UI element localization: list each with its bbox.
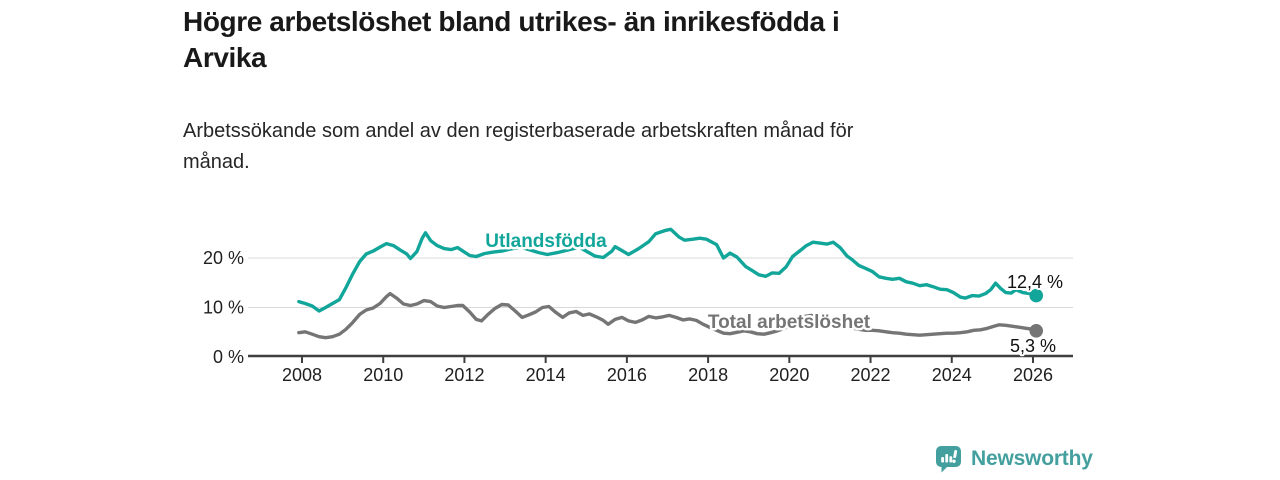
line-total: [297, 291, 1038, 340]
chart-subtitle: Arbetssökande som andel av den registerb…: [183, 116, 1063, 178]
x-tick-label: 2018: [688, 365, 728, 385]
series-label-utlandsfodda: Utlandsfödda: [485, 231, 607, 252]
x-tick-label: 2010: [363, 365, 403, 385]
y-tick-label: 0 %: [213, 347, 244, 367]
x-tick-label: 2008: [282, 365, 322, 385]
end-value-label-total: 5,3 %: [1010, 336, 1056, 356]
chart-subtitle-line-1: Arbetssökande som andel av den registerb…: [183, 120, 854, 142]
page-title-line-1: Högre arbetslöshet bland utrikes- än inr…: [183, 6, 840, 37]
end-value-label-utlandsfodda: 12,4 %: [1007, 272, 1063, 292]
newsworthy-logo-text: Newsworthy: [971, 447, 1093, 470]
x-tick-label: 2020: [769, 365, 809, 385]
end-dot-total: [1029, 323, 1044, 338]
newsworthy-bar-chart-bubble-icon: [936, 446, 961, 473]
line-utlandsfodda: [297, 227, 1038, 313]
series-label-total: Total arbetslöshet: [708, 312, 871, 333]
newsworthy-logo: Newsworthy: [935, 445, 1093, 473]
end-dot-utlandsfodda: [1029, 288, 1044, 303]
x-tick-label: 2022: [851, 365, 891, 385]
x-axis: 2008 2010 2012 2014 2016 2018 2020 2022 2024 2026: [248, 354, 1073, 385]
y-tick-label: 20 %: [203, 248, 244, 268]
y-tick-label: 10 %: [203, 298, 244, 318]
chart-subtitle-line-2: månad.: [183, 151, 250, 173]
x-tick-label: 2024: [932, 365, 972, 385]
page-title-line-2: Arvika: [183, 41, 267, 73]
data-series: [297, 227, 1044, 340]
page-title: Högre arbetslöshet bland utrikes- än inr…: [183, 4, 1053, 76]
x-tick-label: 2016: [607, 365, 647, 385]
gridlines: 0 % 10 % 20 %: [203, 248, 1073, 367]
x-tick-label: 2014: [526, 365, 566, 385]
x-tick-label: 2012: [444, 365, 484, 385]
x-tick-label: 2026: [1013, 365, 1053, 385]
